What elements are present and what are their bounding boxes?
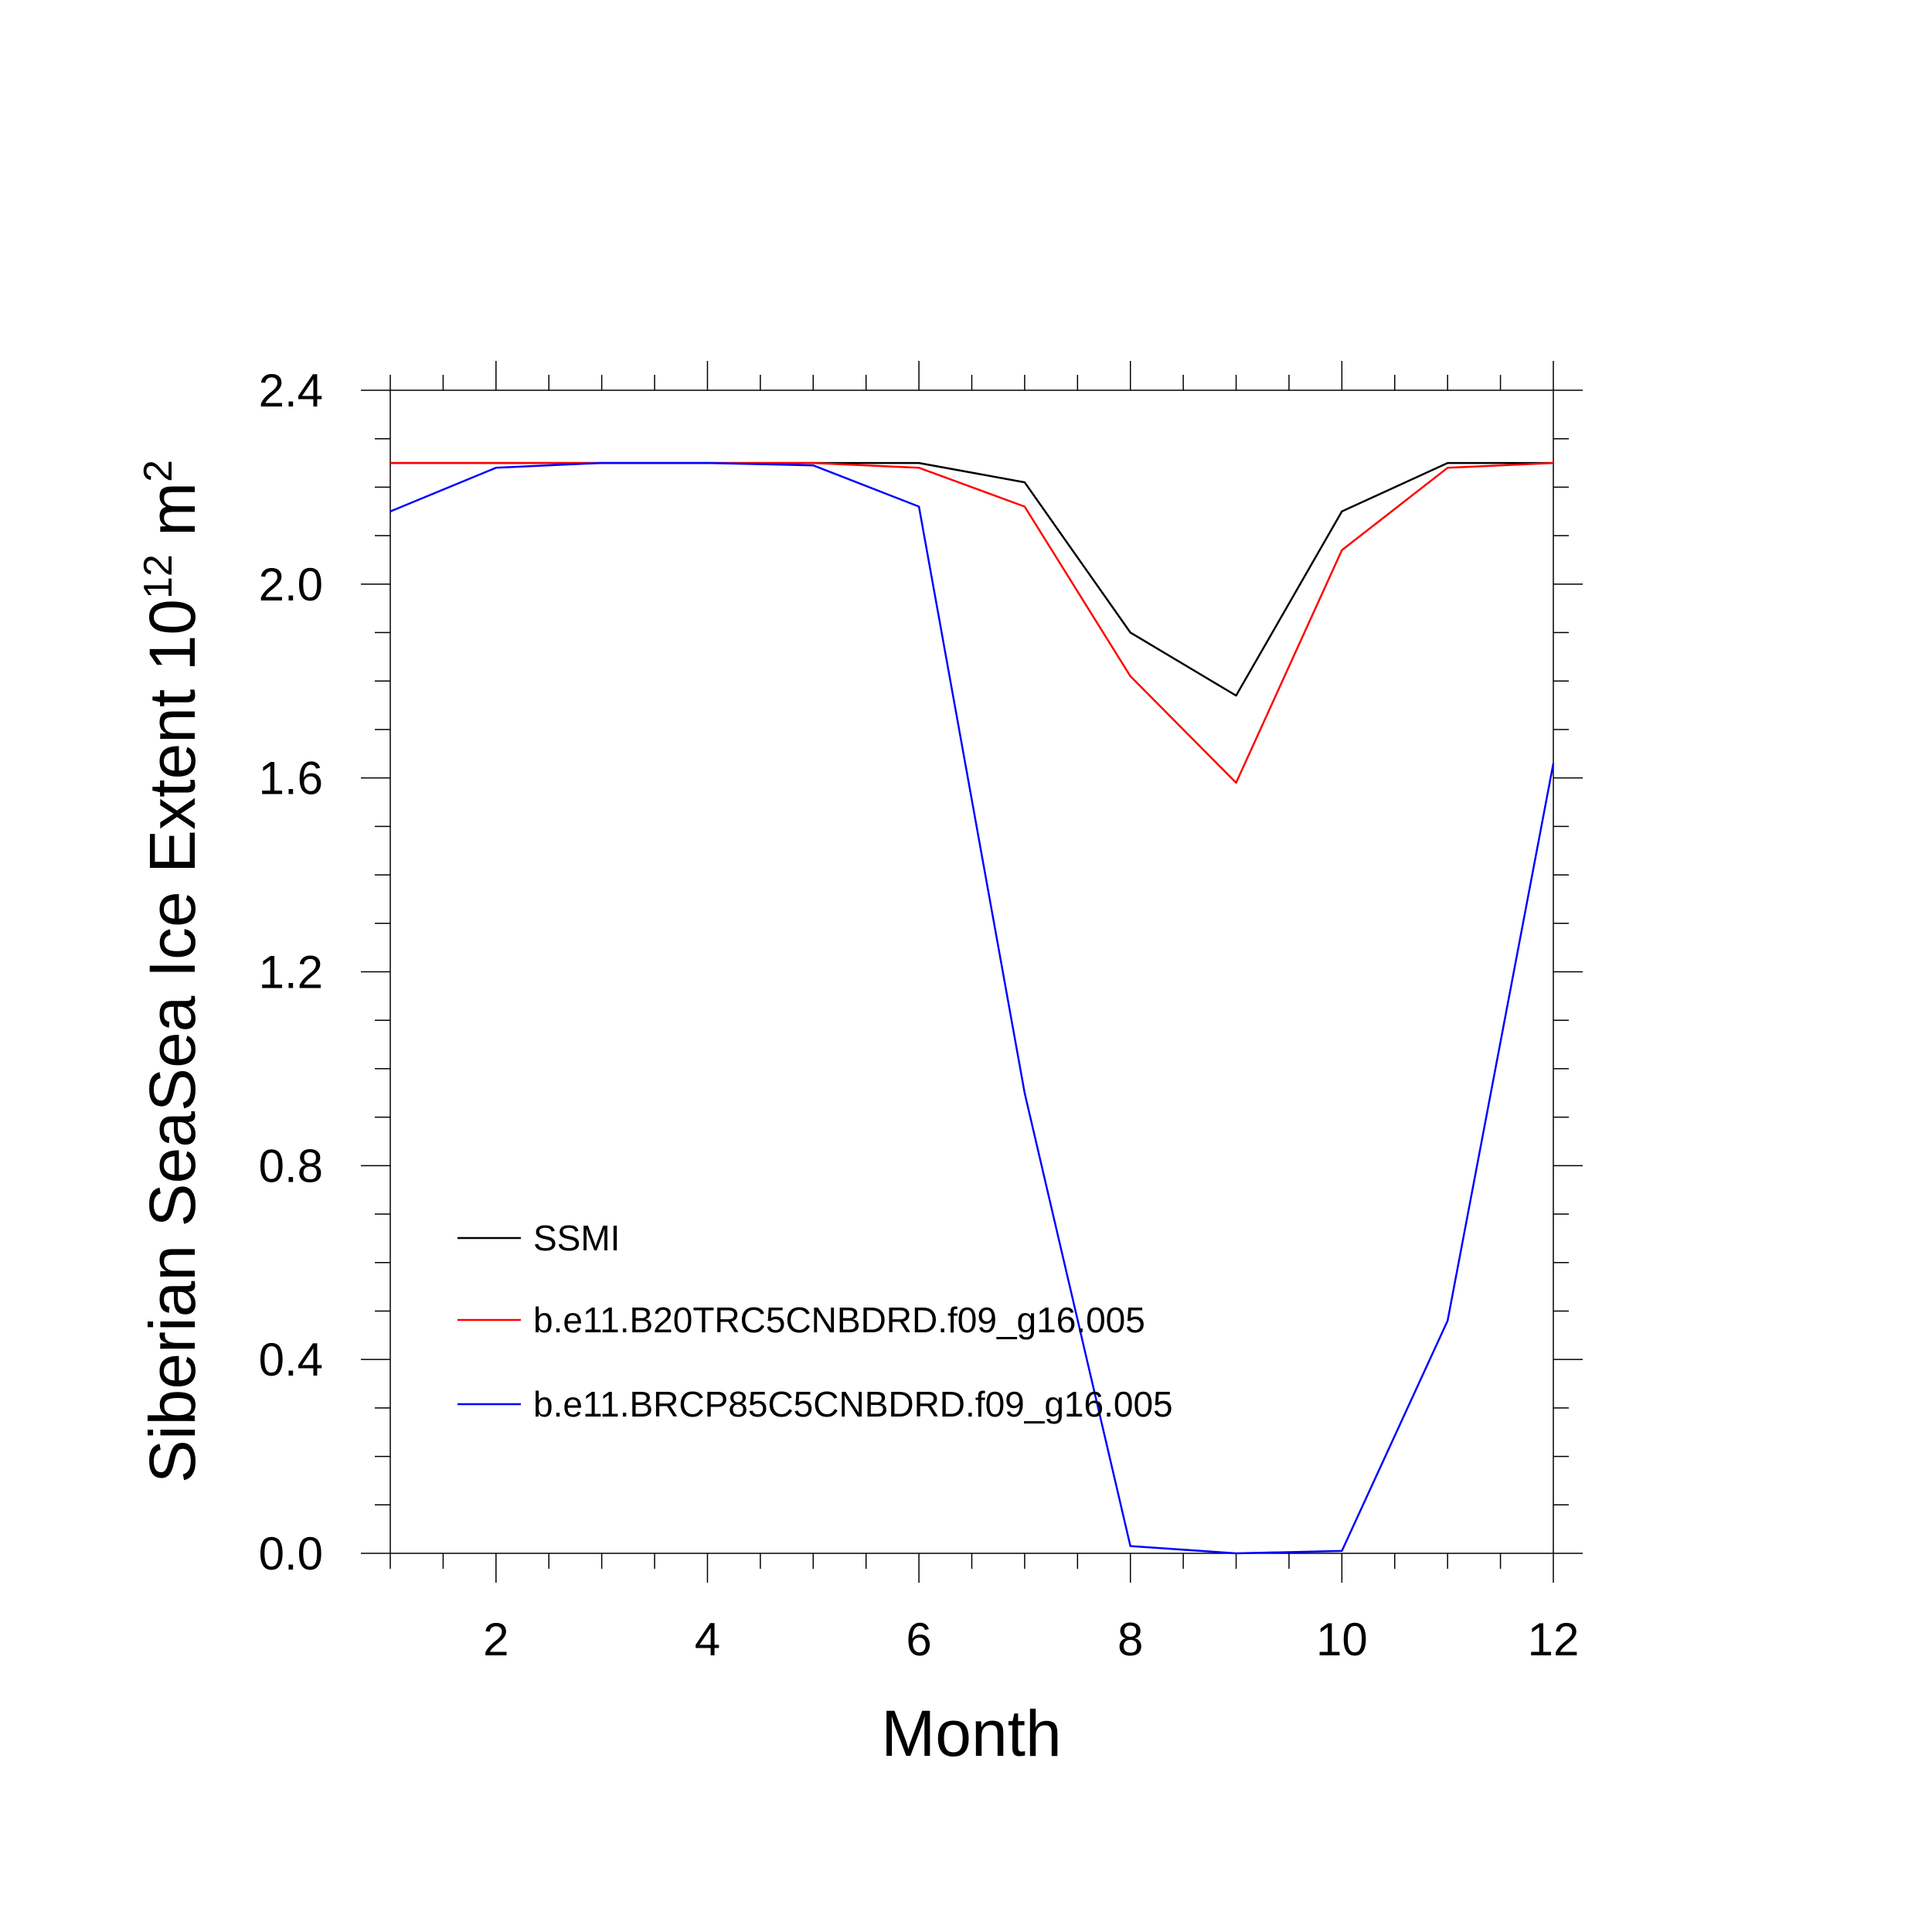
legend-label: b.e11.B20TRC5CNBDRD.f09_g16.005 xyxy=(533,1300,1145,1340)
x-tick-label: 10 xyxy=(1316,1614,1368,1665)
y-tick-label: 1.2 xyxy=(259,947,323,998)
y-axis-title-unit-exponent: 2 xyxy=(136,460,181,482)
axis-ticks xyxy=(361,361,1583,1583)
legend: SSMI b.e11.B20TRC5CNBDRD.f09_g16.005 b.e11… xyxy=(457,1218,1173,1424)
series-line-2 xyxy=(390,461,1554,784)
y-axis-title-exponent: 12 xyxy=(136,554,181,599)
y-tick-label: 1.6 xyxy=(259,753,323,804)
series-line-3 xyxy=(389,461,1555,1555)
x-axis-title: Month xyxy=(881,1697,1061,1770)
y-axis-title: Siberian SeaSea Ice Extent 1012 m2 xyxy=(136,460,209,1483)
legend-label: b.e11.BRCP85C5CNBDRD.f09_g16.005 xyxy=(533,1384,1173,1424)
y-tick-label: 2.0 xyxy=(259,559,323,611)
x-tick-label: 8 xyxy=(1117,1614,1143,1665)
y-tick-label: 0.0 xyxy=(259,1528,323,1580)
x-tick-label: 2 xyxy=(483,1614,509,1665)
x-tick-label: 12 xyxy=(1528,1614,1580,1665)
series-lines xyxy=(389,461,1555,1555)
legend-label: SSMI xyxy=(533,1218,620,1258)
y-axis-title-main: Siberian SeaSea Ice Extent 10 xyxy=(136,599,209,1483)
plot-frame xyxy=(389,389,1554,1554)
tick-labels: 2 4 6 8 10 12 0.0 0.4 0.8 1.2 1.6 2.0 2.4 xyxy=(259,365,1580,1665)
x-tick-label: 6 xyxy=(906,1614,931,1665)
series-line-1 xyxy=(390,461,1553,697)
x-tick-label: 4 xyxy=(695,1614,720,1665)
y-tick-label: 0.4 xyxy=(259,1334,323,1386)
y-axis-title-unit: m xyxy=(136,482,209,554)
y-tick-label: 2.4 xyxy=(259,365,323,417)
y-tick-label: 0.8 xyxy=(259,1140,323,1192)
